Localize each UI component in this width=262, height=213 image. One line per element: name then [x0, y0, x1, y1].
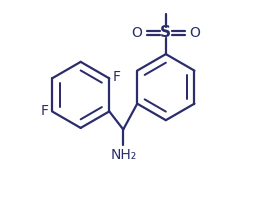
Text: S: S — [160, 25, 171, 40]
Text: O: O — [190, 26, 200, 40]
Text: O: O — [131, 26, 142, 40]
Text: F: F — [112, 70, 120, 84]
Text: NH₂: NH₂ — [110, 148, 137, 161]
Text: F: F — [41, 104, 49, 118]
